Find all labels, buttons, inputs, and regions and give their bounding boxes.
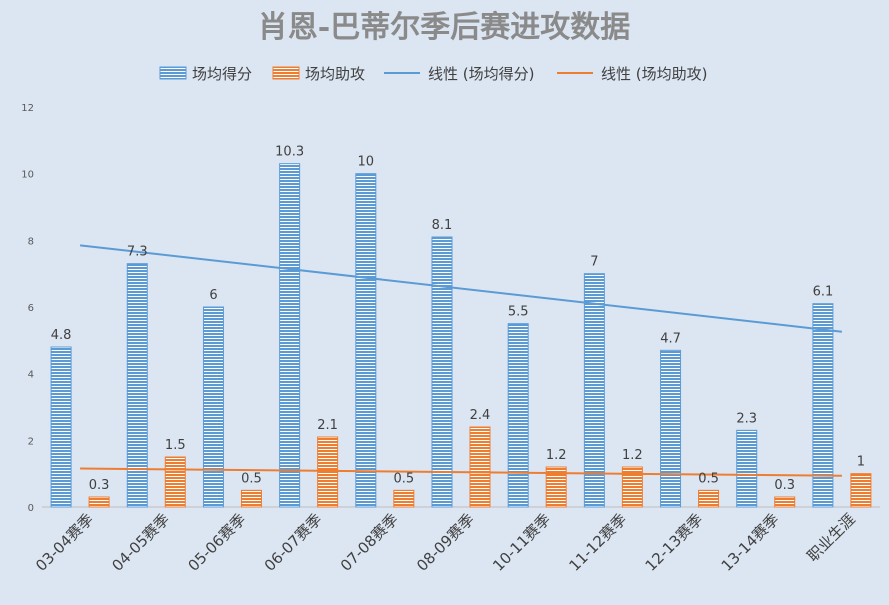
x-tick-label: 05-06赛季 — [185, 510, 250, 575]
bar-assists — [317, 436, 339, 508]
legend-label: 场均助攻 — [305, 65, 365, 83]
bar-points — [279, 163, 301, 508]
bar-assists — [698, 489, 720, 508]
x-tick-label: 11-12赛季 — [565, 510, 630, 575]
x-tick-label: 13-14赛季 — [718, 510, 783, 575]
bar-points — [736, 429, 758, 508]
y-tick-label: 6 — [28, 303, 34, 314]
bar-assists — [393, 489, 415, 508]
x-tick-label: 03-04赛季 — [32, 510, 97, 575]
y-tick-label: 4 — [28, 370, 34, 381]
data-label-assists: 0.3 — [774, 478, 795, 493]
bar-points — [126, 263, 148, 508]
bar-points — [660, 349, 682, 508]
bar-assists — [774, 496, 796, 508]
data-label-points: 6.1 — [813, 285, 834, 300]
bar-assists — [469, 426, 491, 508]
bar-assists — [545, 466, 567, 508]
legend-item-assists: 场均助攻 — [272, 65, 365, 83]
legend-item-trend-points: 线性 (场均得分) — [384, 65, 534, 83]
data-label-assists: 0.5 — [698, 471, 719, 486]
bar-points — [50, 346, 72, 508]
data-label-points: 10 — [358, 155, 375, 170]
data-label-assists: 0.5 — [393, 471, 414, 486]
trendline-points — [79, 244, 843, 333]
bar-assists — [88, 496, 110, 508]
y-tick-label: 2 — [28, 436, 34, 447]
y-axis: 0 2 4 6 8 10 12 — [21, 103, 34, 514]
x-tick-label: 12-13赛季 — [642, 510, 707, 575]
trendlines — [79, 244, 843, 477]
data-label-points: 7.3 — [127, 245, 148, 260]
legend-label: 场均得分 — [192, 65, 252, 83]
y-tick-label: 12 — [21, 103, 34, 114]
trendline-assists — [80, 467, 842, 477]
data-label-assists: 1.2 — [546, 448, 567, 463]
legend: 场均得分 场均助攻 线性 (场均得分) 线性 (场均助攻) — [159, 65, 707, 83]
x-tick-label: 06-07赛季 — [261, 510, 326, 575]
x-tick-label: 04-05赛季 — [108, 510, 173, 575]
legend-item-trend-assists: 线性 (场均助攻) — [557, 65, 707, 83]
data-label-points: 2.3 — [736, 411, 757, 426]
x-tick-label: 08-09赛季 — [413, 510, 478, 575]
data-label-assists: 2.4 — [470, 408, 491, 423]
data-label-assists: 1.5 — [165, 438, 186, 453]
data-label-points: 6 — [209, 288, 217, 303]
data-label-points: 10.3 — [275, 145, 304, 160]
legend-label: 线性 (场均得分) — [428, 65, 534, 83]
x-tick-label: 07-08赛季 — [337, 510, 402, 575]
x-tick-label: 10-11赛季 — [489, 510, 554, 575]
bar-assists — [621, 466, 643, 508]
bar-points — [812, 303, 834, 508]
x-axis: 03-04赛季 04-05赛季 05-06赛季 06-07赛季 07-08赛季 08-09… — [32, 510, 859, 575]
legend-swatch — [159, 66, 187, 80]
legend-swatch — [272, 66, 300, 80]
data-label-points: 8.1 — [432, 218, 453, 233]
legend-label: 线性 (场均助攻) — [601, 65, 707, 83]
data-labels: 4.87.3610.3108.15.574.72.36.10.31.50.52.… — [51, 145, 865, 493]
data-label-assists: 0.3 — [89, 478, 110, 493]
bar-points — [583, 273, 605, 508]
bar-points — [507, 323, 529, 508]
bars — [50, 163, 872, 508]
x-tick-label: 职业生涯 — [804, 510, 859, 565]
bar-assists — [850, 473, 872, 508]
y-tick-label: 8 — [28, 236, 34, 247]
bar-assists — [164, 456, 186, 508]
data-label-points: 5.5 — [508, 305, 529, 320]
legend-item-points: 场均得分 — [159, 65, 252, 83]
data-label-points: 4.8 — [51, 328, 72, 343]
data-label-assists: 1 — [857, 455, 865, 470]
data-label-assists: 1.2 — [622, 448, 643, 463]
data-label-assists: 2.1 — [317, 418, 338, 433]
data-label-points: 7 — [590, 255, 598, 270]
bar-points — [355, 173, 377, 508]
bar-assists — [240, 489, 262, 508]
y-tick-label: 10 — [21, 170, 34, 181]
data-label-points: 4.7 — [660, 331, 681, 346]
chart-title: 肖恩-巴蒂尔季后赛进攻数据 — [258, 10, 630, 45]
bar-points — [202, 306, 224, 508]
y-tick-label: 0 — [28, 503, 34, 514]
bar-points — [431, 236, 453, 508]
data-label-assists: 0.5 — [241, 471, 262, 486]
